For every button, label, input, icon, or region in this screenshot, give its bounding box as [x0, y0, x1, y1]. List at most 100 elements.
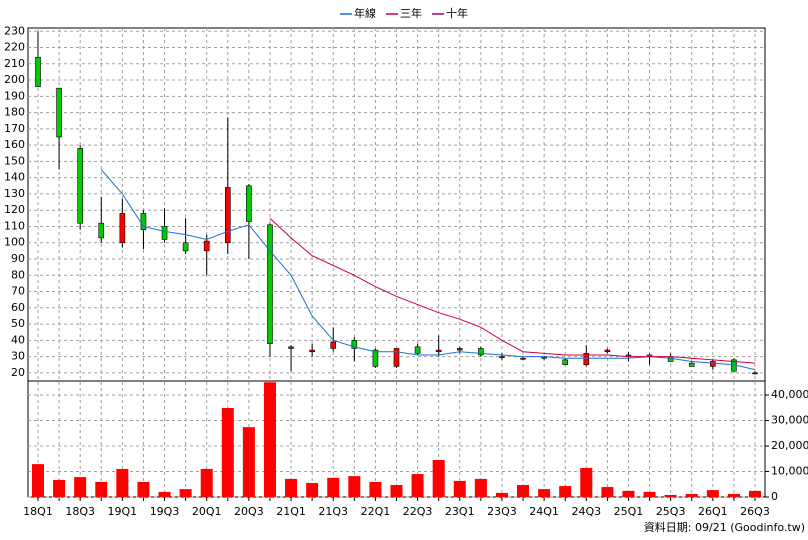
- candle-body: [330, 341, 337, 349]
- volume-bar: [664, 494, 677, 497]
- candle-body: [288, 346, 294, 349]
- candle-body: [499, 356, 505, 358]
- volume-bar: [74, 477, 87, 497]
- x-tick-label: 19Q1: [108, 505, 138, 518]
- candle-body: [267, 224, 273, 344]
- candle-body: [435, 349, 442, 353]
- candle-body: [688, 362, 695, 367]
- volume-bar: [242, 427, 255, 497]
- x-tick-label: 19Q3: [150, 505, 180, 518]
- volume-bar: [221, 408, 234, 497]
- y2-tick-label: 10,000: [771, 465, 808, 478]
- candle-body: [393, 348, 400, 367]
- legend-label: 三年: [400, 6, 422, 20]
- candle-body: [520, 357, 526, 360]
- y-tick-label: 160: [4, 138, 25, 151]
- legend-label: 年線: [354, 6, 376, 20]
- candle-body: [583, 353, 590, 366]
- volume-bar: [601, 487, 614, 497]
- volume-bar: [285, 478, 298, 497]
- y-tick-label: 90: [11, 252, 25, 265]
- x-tick-label: 18Q3: [65, 505, 95, 518]
- y-tick-label: 130: [4, 187, 25, 200]
- volume-bar: [179, 489, 192, 497]
- y-tick-label: 180: [4, 106, 25, 119]
- volume-bar: [727, 493, 740, 497]
- volume-bar: [453, 480, 466, 497]
- candle-body: [77, 148, 83, 224]
- y-tick-label: 190: [4, 89, 25, 102]
- candle-body: [98, 222, 105, 239]
- volume-bar: [432, 460, 445, 497]
- candle-body: [478, 348, 484, 356]
- y-tick-label: 30: [11, 350, 25, 363]
- y-tick-label: 60: [11, 301, 25, 314]
- y-tick-label: 220: [4, 41, 25, 54]
- legend: 年線 三年 十年: [340, 6, 468, 20]
- footer: 資料日期: 09/21 (Goodinfo.tw): [644, 520, 805, 534]
- candle-body: [456, 348, 463, 351]
- y-tick-label: 70: [11, 285, 25, 298]
- volume-bar: [327, 477, 340, 497]
- candle-body: [35, 56, 41, 87]
- volume-bar: [411, 474, 424, 497]
- candle-body: [667, 356, 674, 362]
- x-tick-label: 26Q1: [698, 505, 728, 518]
- candle-body: [140, 213, 147, 231]
- y-tick-label: 150: [4, 154, 25, 167]
- volume-bar: [95, 481, 108, 497]
- x-tick-label: 20Q3: [234, 505, 264, 518]
- volume-bar: [685, 493, 698, 497]
- volume-bar: [495, 492, 508, 497]
- volume-bar: [474, 478, 487, 497]
- x-tick-label: 23Q3: [487, 505, 517, 518]
- volume-bar: [137, 481, 150, 497]
- volume-bar: [538, 489, 551, 497]
- x-tick-label: 25Q1: [614, 505, 644, 518]
- y-tick-label: 230: [4, 24, 25, 37]
- y2-tick-label: 20,000: [771, 439, 808, 452]
- y-tick-label: 100: [4, 236, 25, 249]
- x-tick-label: 26Q3: [740, 505, 770, 518]
- x-tick-label: 23Q1: [445, 505, 475, 518]
- volume-bar: [32, 464, 44, 497]
- x-tick-label: 24Q1: [529, 505, 559, 518]
- volume-bar: [116, 468, 129, 497]
- y2-tick-label: 30,000: [771, 414, 808, 427]
- candle-body: [562, 359, 569, 366]
- candle-body: [161, 226, 168, 240]
- x-tick-label: 20Q1: [192, 505, 222, 518]
- x-tick-label: 21Q1: [276, 505, 306, 518]
- volume-bar: [517, 485, 530, 497]
- candle-body: [119, 213, 126, 244]
- volume-bar: [158, 491, 171, 497]
- candle-body: [372, 349, 379, 367]
- y-tick-label: 110: [4, 219, 25, 232]
- candle-body: [246, 185, 252, 222]
- legend-label: 十年: [446, 6, 468, 20]
- y-tick-label: 210: [4, 57, 25, 70]
- candle-body: [56, 87, 62, 138]
- y-tick-label: 80: [11, 268, 25, 281]
- y-tick-label: 50: [11, 317, 25, 330]
- volume-bar: [369, 481, 382, 497]
- volume-bar: [390, 485, 403, 497]
- candle-body: [752, 372, 758, 375]
- candle-body: [224, 187, 231, 244]
- y-tick-label: 200: [4, 73, 25, 86]
- volume-bar: [200, 468, 213, 497]
- candle-body: [414, 346, 421, 354]
- volume-bar: [749, 490, 761, 497]
- volume-bar: [348, 476, 361, 497]
- candle-body: [309, 349, 315, 353]
- y2-tick-label: 0: [771, 490, 778, 503]
- volume-bar: [306, 482, 319, 497]
- volume-bar: [706, 490, 719, 497]
- y-tick-label: 120: [4, 203, 25, 216]
- x-tick-label: 24Q3: [571, 505, 601, 518]
- volume-bar: [622, 490, 635, 497]
- y2-tick-label: 40,000: [771, 388, 808, 401]
- x-tick-label: 18Q1: [23, 505, 53, 518]
- x-tick-label: 22Q1: [361, 505, 391, 518]
